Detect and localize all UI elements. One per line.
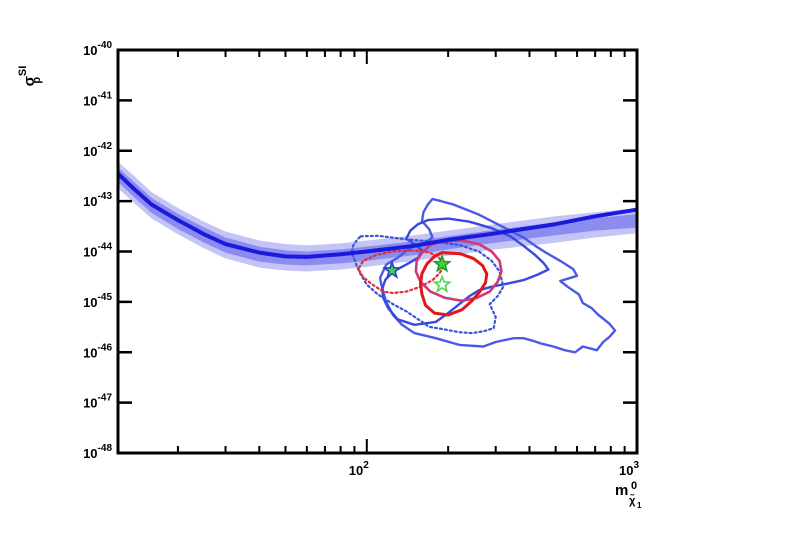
- y-tick-label-9: 10-48: [83, 443, 112, 461]
- y-axis-title: σSIp: [17, 66, 43, 87]
- marker-star-1: [382, 260, 402, 279]
- x-title-main: m: [615, 482, 628, 499]
- y-title-sup: SI: [17, 66, 29, 76]
- band-1sigma: [118, 167, 637, 266]
- x-title-sub: χ̃: [629, 494, 636, 507]
- x-tick-label-2: 103: [619, 460, 639, 478]
- contour-6: [419, 251, 489, 317]
- contour-5: [414, 239, 503, 303]
- bands-layer: [118, 161, 637, 272]
- ticks-layer: [118, 48, 638, 455]
- markers-layer: [382, 253, 452, 294]
- svg-text:σSIp: σSIp: [17, 66, 43, 87]
- y-title-sub: p: [31, 77, 43, 84]
- curve-layer: [118, 172, 637, 259]
- y-tick-label-7: 10-46: [83, 342, 112, 360]
- y-tick-label-1: 10-40: [83, 40, 112, 58]
- y-tick-label-5: 10-44: [83, 242, 112, 260]
- y-tick-label-4: 10-43: [83, 191, 112, 209]
- labels-layer: 10-40 10-41 10-42 10-43 10-44 10-45 10-46 10-47…: [83, 40, 639, 478]
- y-tick-label-2: 10-41: [83, 90, 112, 108]
- x-tick-label-1: 102: [349, 460, 369, 478]
- limit-curve: [118, 172, 637, 259]
- y-tick-label-6: 10-45: [83, 292, 112, 310]
- marker-star-2: [432, 253, 452, 273]
- contour-1: [378, 197, 617, 354]
- x-title-sup: 0: [631, 480, 637, 492]
- marker-star-3: [432, 274, 452, 294]
- y-title-main: σ: [21, 76, 38, 86]
- x-axis-title: m 0 χ̃ 1: [615, 480, 642, 510]
- x-title-sub2: 1: [637, 501, 642, 510]
- contour-3: [350, 234, 505, 335]
- contours-layer: [350, 197, 617, 354]
- y-tick-label-8: 10-47: [83, 393, 112, 411]
- y-tick-label-3: 10-42: [83, 141, 112, 159]
